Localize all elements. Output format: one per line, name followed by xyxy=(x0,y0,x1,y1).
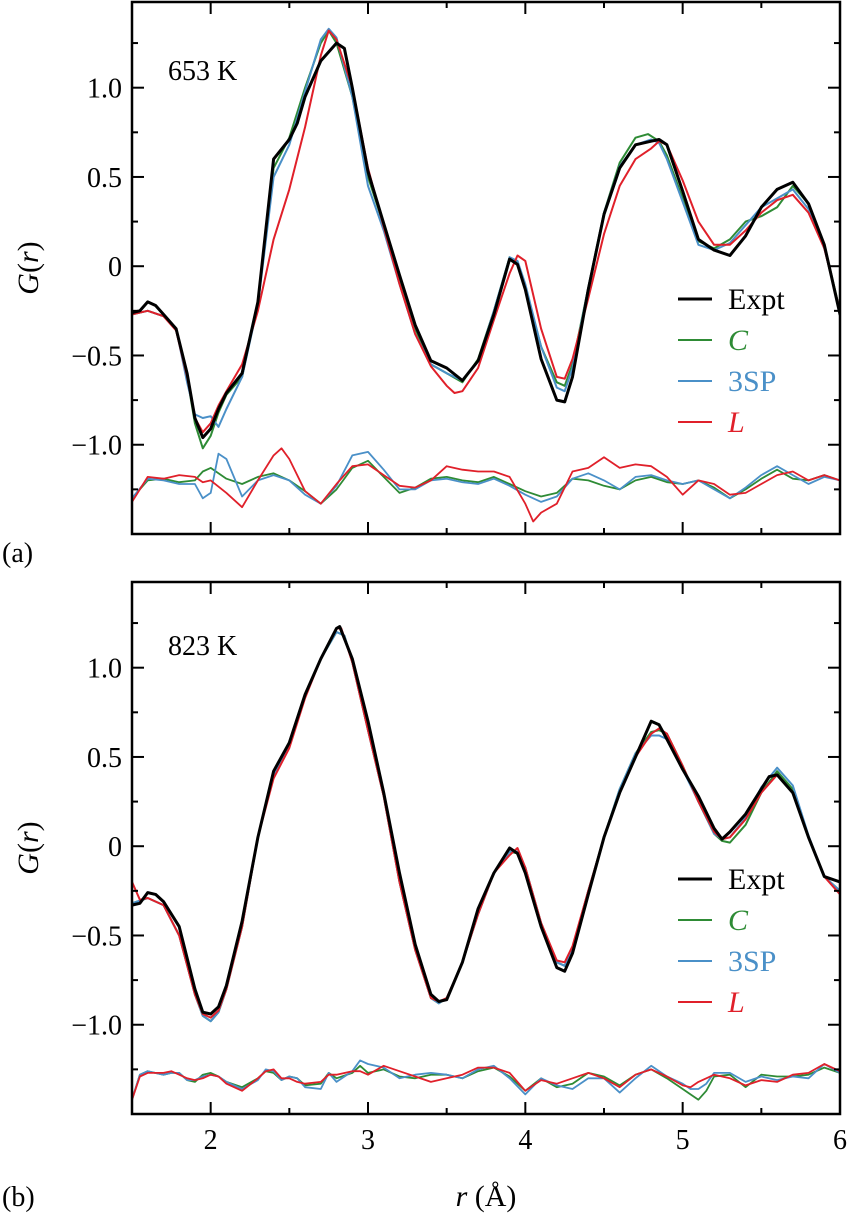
temperature-label: 823 K xyxy=(168,631,237,662)
legend-label: L xyxy=(727,406,745,439)
legend-label: 3SP xyxy=(728,365,776,398)
y-axis-title: G(r) xyxy=(12,821,45,874)
y-axis-var: r xyxy=(12,251,45,263)
x-axis-title: r (Å) xyxy=(456,1180,517,1213)
legend-label: Expt xyxy=(728,863,785,896)
x-tick-label: 2 xyxy=(204,1125,218,1156)
x-tick-label: 5 xyxy=(676,1125,690,1156)
y-axis-func: G xyxy=(12,273,45,295)
y-tick-label: −0.5 xyxy=(71,921,122,952)
legend-label: Expt xyxy=(728,283,785,316)
series-line-3sp-diff xyxy=(132,451,840,505)
y-tick-label: 0 xyxy=(108,832,122,863)
y-tick-label: 1.0 xyxy=(87,74,122,105)
legend-label: C xyxy=(728,324,749,357)
legend-label: L xyxy=(727,986,745,1019)
y-axis-var: r xyxy=(12,831,45,843)
y-tick-label: −0.5 xyxy=(71,341,122,372)
x-tick-label: 3 xyxy=(361,1125,375,1156)
y-axis-func: G xyxy=(12,853,45,875)
series-line-c-diff xyxy=(132,1064,840,1101)
y-axis-paren: ( xyxy=(12,843,45,853)
plot-frame xyxy=(130,580,842,1116)
legend-label: C xyxy=(728,904,749,937)
panel-label: (a) xyxy=(2,538,33,569)
temperature-label: 653 K xyxy=(168,56,237,87)
x-axis-var: r xyxy=(456,1180,468,1213)
y-tick-label: −1.0 xyxy=(71,1011,122,1042)
y-tick-label: 1.0 xyxy=(87,654,122,685)
y-tick-label: 0.5 xyxy=(87,743,122,774)
x-axis-unit: (Å) xyxy=(467,1180,516,1213)
panel-a: −1.0 −0.5 0 0.5 1.0 G(r) 653 K (a) Expt C 3SP L xyxy=(2,0,842,569)
panel-b: −1.0−0.500.51.02 3 4 5 6G(r)823 K(b)ExptC3SP… xyxy=(2,580,847,1213)
x-tick-label: 4 xyxy=(518,1125,532,1156)
series-line-l-diff xyxy=(132,1063,840,1101)
series-line-expt xyxy=(132,41,840,440)
y-axis-paren: ) xyxy=(12,821,45,831)
y-axis-paren: ( xyxy=(12,263,45,273)
legend-label: 3SP xyxy=(728,945,776,978)
y-tick-label: −1.0 xyxy=(71,431,122,462)
y-tick-label: 0.5 xyxy=(87,163,122,194)
y-axis-paren: ) xyxy=(12,241,45,251)
series-line-expt xyxy=(132,625,840,1016)
panel-label: (b) xyxy=(2,1182,35,1213)
series-line-l-diff xyxy=(132,447,840,523)
y-axis-title: G(r) xyxy=(12,241,45,294)
y-tick-label: 0 xyxy=(108,252,122,283)
x-tick-label: 6 xyxy=(833,1125,847,1156)
plot-frame xyxy=(130,0,842,536)
